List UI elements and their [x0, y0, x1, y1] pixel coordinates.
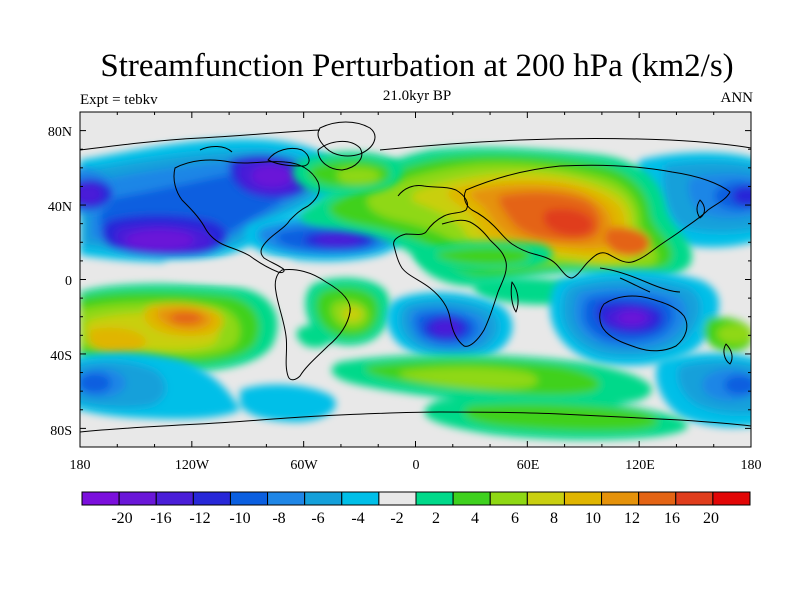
colorbar-label: -2 [390, 510, 403, 527]
colorbar-label: 6 [511, 510, 519, 527]
colorbar-label: 10 [585, 510, 601, 527]
lon-label: 120W [175, 458, 210, 473]
colorbar-labels: -20 -16 -12 -10 -8 -6 -4 -2 2 4 6 8 10 1… [111, 510, 719, 527]
positive-anomaly-eurasia [299, 147, 692, 287]
experiment-label: Expt = tebkv [80, 92, 158, 108]
positive-anomaly-southern-band [331, 354, 688, 440]
axis-ticks [79, 112, 752, 447]
colorbar-swatch [229, 491, 269, 506]
colorbar-label: -4 [351, 510, 364, 527]
colorbar-label: -16 [150, 510, 171, 527]
lon-label: 0 [413, 458, 420, 473]
lon-label: 180 [741, 458, 762, 473]
positive-anomaly-south-pacific [80, 283, 278, 372]
colorbar-label: 2 [432, 510, 440, 527]
period-label: ANN [720, 90, 754, 106]
colorbar-label: 16 [664, 510, 680, 527]
colorbar-label: 12 [624, 510, 640, 527]
colorbar-label: 8 [550, 510, 558, 527]
colorbar-label: 4 [471, 510, 479, 527]
negative-anomaly-australia [550, 269, 751, 366]
colorbar-swatch [192, 491, 231, 506]
colorbar-swatch [267, 491, 306, 506]
colorbar-label: -20 [111, 510, 132, 527]
colorbar-swatch [452, 491, 491, 506]
lat-label: 40S [50, 349, 72, 364]
negative-anomaly-southern-ocean [80, 352, 751, 428]
coastlines [80, 121, 751, 433]
colorbar-label: -10 [229, 510, 250, 527]
colorbar-swatch [155, 491, 194, 506]
arctic-coastline [80, 129, 751, 151]
colorbar-swatch [489, 491, 528, 506]
lon-labels: 180 120W 60W 0 60E 120E 180 [70, 458, 762, 473]
colorbar-swatch [304, 491, 343, 506]
lat-label: 80S [50, 424, 72, 439]
lat-label: 0 [65, 274, 72, 289]
colorbar [81, 491, 751, 506]
colorbar-swatch [118, 491, 157, 506]
lon-label: 180 [70, 458, 91, 473]
colorbar-label: -8 [272, 510, 285, 527]
contour-fields [80, 121, 751, 440]
negative-anomaly-south-africa [386, 292, 513, 361]
colorbar-swatch [81, 491, 120, 506]
colorbar-swatch [675, 491, 714, 506]
lat-label: 80N [48, 125, 72, 140]
colorbar-label: 20 [703, 510, 719, 527]
colorbar-label: -6 [311, 510, 324, 527]
colorbar-swatch [712, 491, 751, 506]
colorbar-label: -12 [189, 510, 210, 527]
colorbar-swatch [601, 491, 640, 506]
positive-anomaly-south-atlantic [296, 278, 391, 348]
colorbar-swatch [638, 491, 677, 506]
colorbar-swatch [526, 491, 565, 506]
colorbar-swatch [341, 491, 380, 506]
colorbar-swatch [563, 491, 603, 506]
negative-anomaly-northwest [80, 139, 341, 262]
negative-anomaly-north-pacific-east [80, 152, 751, 248]
time-label: 21.0kyr BP [382, 88, 452, 104]
lat-labels: 80N 40N 0 40S 80S [48, 125, 72, 439]
neutral-band-pacific [163, 260, 294, 281]
lat-label: 40N [48, 200, 72, 215]
colorbar-swatch [415, 491, 454, 506]
lon-label: 60E [517, 458, 540, 473]
lon-label: 120E [625, 458, 655, 473]
lon-label: 60W [290, 458, 318, 473]
colorbar-swatch [378, 491, 417, 506]
map-title: Streamfunction Perturbation at 200 hPa (… [100, 48, 734, 84]
